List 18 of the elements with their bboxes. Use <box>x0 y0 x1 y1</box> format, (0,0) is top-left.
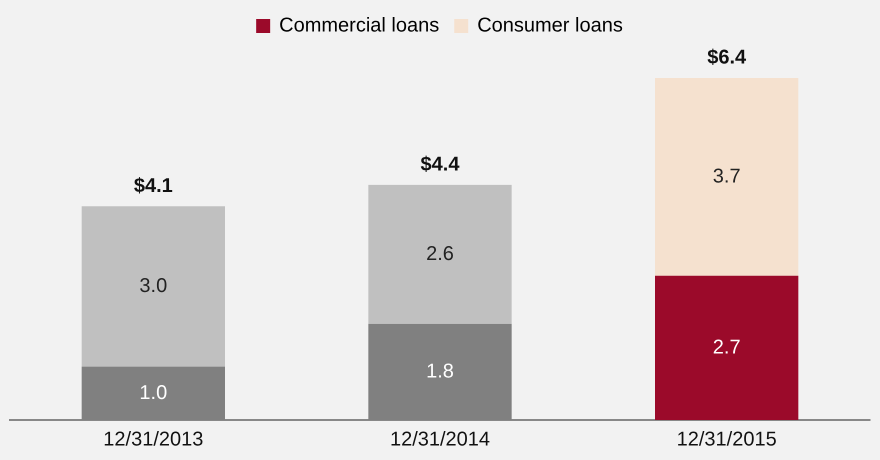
data-label: 2.7 <box>712 336 741 358</box>
x-tick-label: 12/31/2015 <box>676 428 777 451</box>
bar <box>655 276 798 420</box>
legend-label: Consumer loans <box>477 14 623 37</box>
bar <box>655 78 798 276</box>
legend-label: Commercial loans <box>279 14 440 37</box>
x-tick-label: 12/31/2013 <box>103 428 204 451</box>
bar <box>368 184 512 324</box>
total-label: $4.1 <box>134 174 173 197</box>
bar <box>82 206 225 367</box>
data-label: 1.8 <box>426 360 454 382</box>
total-label: $6.4 <box>707 46 747 69</box>
data-label: 3.7 <box>712 165 741 188</box>
x-tick-label: 12/31/2014 <box>390 428 490 451</box>
total-label: $4.4 <box>420 153 460 176</box>
data-label: 2.6 <box>426 242 454 265</box>
data-label: 1.0 <box>139 382 168 404</box>
data-label: 3.0 <box>139 274 168 297</box>
